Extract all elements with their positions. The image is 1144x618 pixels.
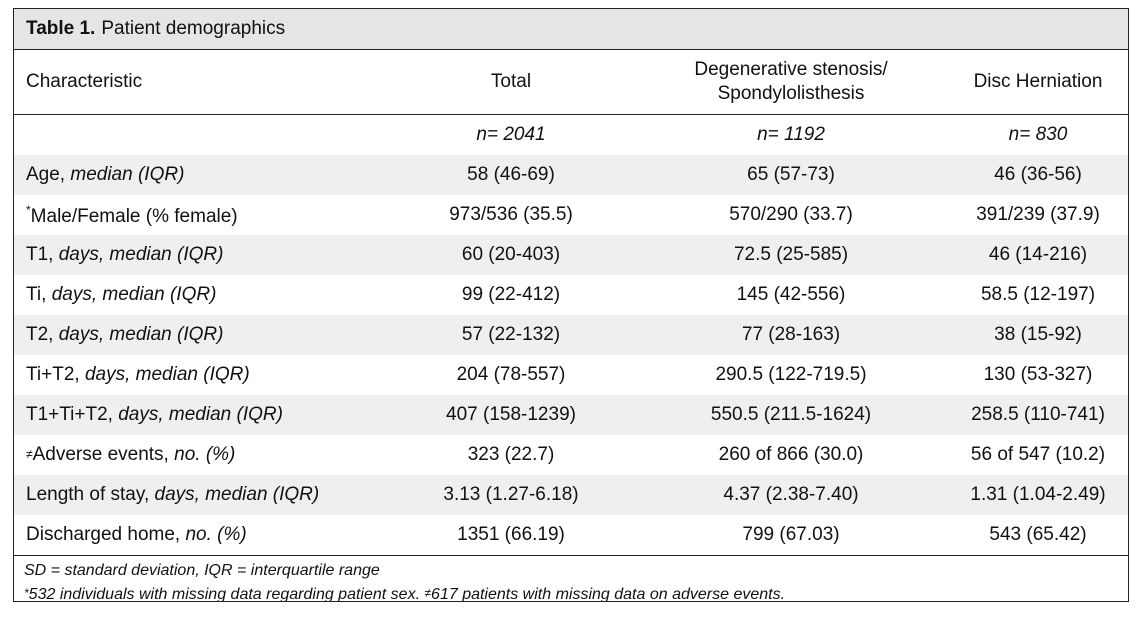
row-label-unit: days, median (IQR) xyxy=(84,364,250,385)
row-label: Discharged home, no. (%) xyxy=(14,515,386,555)
row-label: *Male/Female (% female) xyxy=(14,195,386,235)
table-row: Discharged home, no. (%) 1351 (66.19) 799 … xyxy=(14,515,1128,555)
n-degenerative: n= 1192 xyxy=(757,124,825,145)
row-label: T2, days, median (IQR) xyxy=(14,315,386,355)
footnote-sex-text: 532 individuals with missing data regard… xyxy=(28,586,425,602)
row-label-text: Ti+T2, xyxy=(26,364,85,385)
demographics-table: Table 1. Patient demographics Characteri… xyxy=(13,8,1129,602)
footnote-abbreviations: SD = standard deviation, IQR = interquar… xyxy=(24,562,380,579)
cell-disc: 46 (36-56) xyxy=(946,155,1128,195)
row-label-text: T1, xyxy=(26,244,59,265)
header-characteristic: Characteristic xyxy=(14,50,386,115)
row-mark: * xyxy=(26,202,31,217)
row-label-text: T2, xyxy=(26,324,59,345)
cell-degenerative: 260 of 866 (30.0) xyxy=(718,444,864,465)
cell-total: 99 (22-412) xyxy=(461,284,561,305)
cell-total: 1351 (66.19) xyxy=(457,524,565,545)
header-disc-herniation: Disc Herniation xyxy=(946,50,1128,115)
cell-degenerative: 570/290 (33.7) xyxy=(729,204,853,225)
n-disc: n= 830 xyxy=(1008,124,1068,145)
cell-disc: 1.31 (1.04-2.49) xyxy=(946,475,1128,515)
row-label: Ti+T2, days, median (IQR) xyxy=(14,355,386,395)
footnote-mark-sex: * xyxy=(24,586,29,600)
row-label-unit: days, median (IQR) xyxy=(58,324,224,345)
table-row: Age, median (IQR) 58 (46-69) 65 (57-73) 46 … xyxy=(14,155,1128,195)
header-degenerative-line1: Degenerative stenosis/ xyxy=(694,59,888,81)
table-title: Table 1. Patient demographics xyxy=(14,9,1128,50)
row-label: ≠Adverse events, no. (%) xyxy=(14,435,386,475)
table-row: T1, days, median (IQR) 60 (20-403) 72.5 (2… xyxy=(14,235,1128,275)
row-label-text: Age, xyxy=(26,164,71,185)
cell-disc: 391/239 (37.9) xyxy=(976,204,1100,225)
row-label: Age, median (IQR) xyxy=(14,155,386,195)
cell-total: 973/536 (35.5) xyxy=(449,204,573,225)
n-total: n= 2041 xyxy=(476,124,546,145)
table-footnotes: SD = standard deviation, IQR = interquar… xyxy=(14,555,1128,602)
row-label-unit: days, median (IQR) xyxy=(118,404,283,425)
cell-total: 58 (46-69) xyxy=(386,155,636,195)
table-row: *Male/Female (% female) 973/536 (35.5) 570… xyxy=(14,195,1128,235)
header-degenerative-line2: Spondylolisthesis xyxy=(717,83,865,104)
row-label-text: T1+Ti+T2, xyxy=(26,404,119,425)
table-row: Ti, days, median (IQR) 99 (22-412) 145 (42… xyxy=(14,275,1128,315)
cell-disc: 130 (53-327) xyxy=(983,364,1093,385)
table-row: Ti+T2, days, median (IQR) 204 (78-557) 290… xyxy=(14,355,1128,395)
cell-disc: 46 (14-216) xyxy=(946,235,1128,275)
row-label-text: Male/Female (% female) xyxy=(30,205,238,227)
cell-total: 407 (158-1239) xyxy=(386,395,636,435)
row-label-text: Discharged home, xyxy=(26,524,186,545)
row-label-unit: no. (%) xyxy=(185,524,247,545)
data-table: Characteristic Total Degenerative stenos… xyxy=(14,50,1128,555)
cell-degenerative: 72.5 (25-585) xyxy=(636,235,946,275)
row-label: T1+Ti+T2, days, median (IQR) xyxy=(14,395,386,435)
footnote-adverse-text: 617 patients with missing data on advers… xyxy=(431,586,786,602)
footnote-mark-adverse: ≠ xyxy=(424,586,432,600)
cell-total: 323 (22.7) xyxy=(467,444,555,465)
row-label: T1, days, median (IQR) xyxy=(14,235,386,275)
cell-disc: 543 (65.42) xyxy=(989,524,1087,545)
row-mark: ≠ xyxy=(26,447,33,461)
row-label-unit: median (IQR) xyxy=(70,164,185,185)
table-row: Length of stay, days, median (IQR) 3.13 (… xyxy=(14,475,1128,515)
cell-total: 60 (20-403) xyxy=(386,235,636,275)
footnote-missing-data: *532 individuals with missing data regar… xyxy=(24,582,1118,602)
n-row-label xyxy=(14,115,386,156)
row-label-unit: days, median (IQR) xyxy=(154,484,320,505)
header-degenerative: Degenerative stenosis/ Spondylolisthesis xyxy=(636,50,946,115)
cell-degenerative: 145 (42-556) xyxy=(736,284,846,305)
row-label-unit: no. (%) xyxy=(174,444,236,465)
cell-degenerative: 4.37 (2.38-7.40) xyxy=(636,475,946,515)
cell-degenerative: 77 (28-163) xyxy=(636,315,946,355)
cell-degenerative: 290.5 (122-719.5) xyxy=(715,364,867,385)
cell-degenerative: 65 (57-73) xyxy=(636,155,946,195)
table-title-text: Patient demographics xyxy=(101,18,286,39)
table-row: T1+Ti+T2, days, median (IQR) 407 (158-123… xyxy=(14,395,1128,435)
row-label-unit: days, median (IQR) xyxy=(58,244,224,265)
row-label-unit: days, median (IQR) xyxy=(51,284,217,305)
row-label-text: Ti, xyxy=(26,284,52,305)
table-row: ≠Adverse events, no. (%) 323 (22.7) 260 of… xyxy=(14,435,1128,475)
row-label-text: Length of stay, xyxy=(26,484,155,505)
cell-degenerative: 550.5 (211.5-1624) xyxy=(636,395,946,435)
cell-disc: 38 (15-92) xyxy=(946,315,1128,355)
cell-total: 3.13 (1.27-6.18) xyxy=(386,475,636,515)
n-row: n= 2041 n= 1192 n= 830 xyxy=(14,115,1128,156)
table-title-number: Table 1. xyxy=(26,18,96,39)
cell-total: 57 (22-132) xyxy=(386,315,636,355)
cell-total: 204 (78-557) xyxy=(456,364,566,385)
row-label: Ti, days, median (IQR) xyxy=(14,275,386,315)
cell-degenerative: 799 (67.03) xyxy=(742,524,840,545)
table-row: T2, days, median (IQR) 57 (22-132) 77 (28-… xyxy=(14,315,1128,355)
cell-disc: 258.5 (110-741) xyxy=(946,395,1128,435)
header-row: Characteristic Total Degenerative stenos… xyxy=(14,50,1128,115)
cell-disc: 58.5 (12-197) xyxy=(980,284,1096,305)
row-label: Length of stay, days, median (IQR) xyxy=(14,475,386,515)
cell-disc: 56 of 547 (10.2) xyxy=(970,444,1106,465)
header-total: Total xyxy=(386,50,636,115)
row-label-text: Adverse events, xyxy=(32,444,175,465)
